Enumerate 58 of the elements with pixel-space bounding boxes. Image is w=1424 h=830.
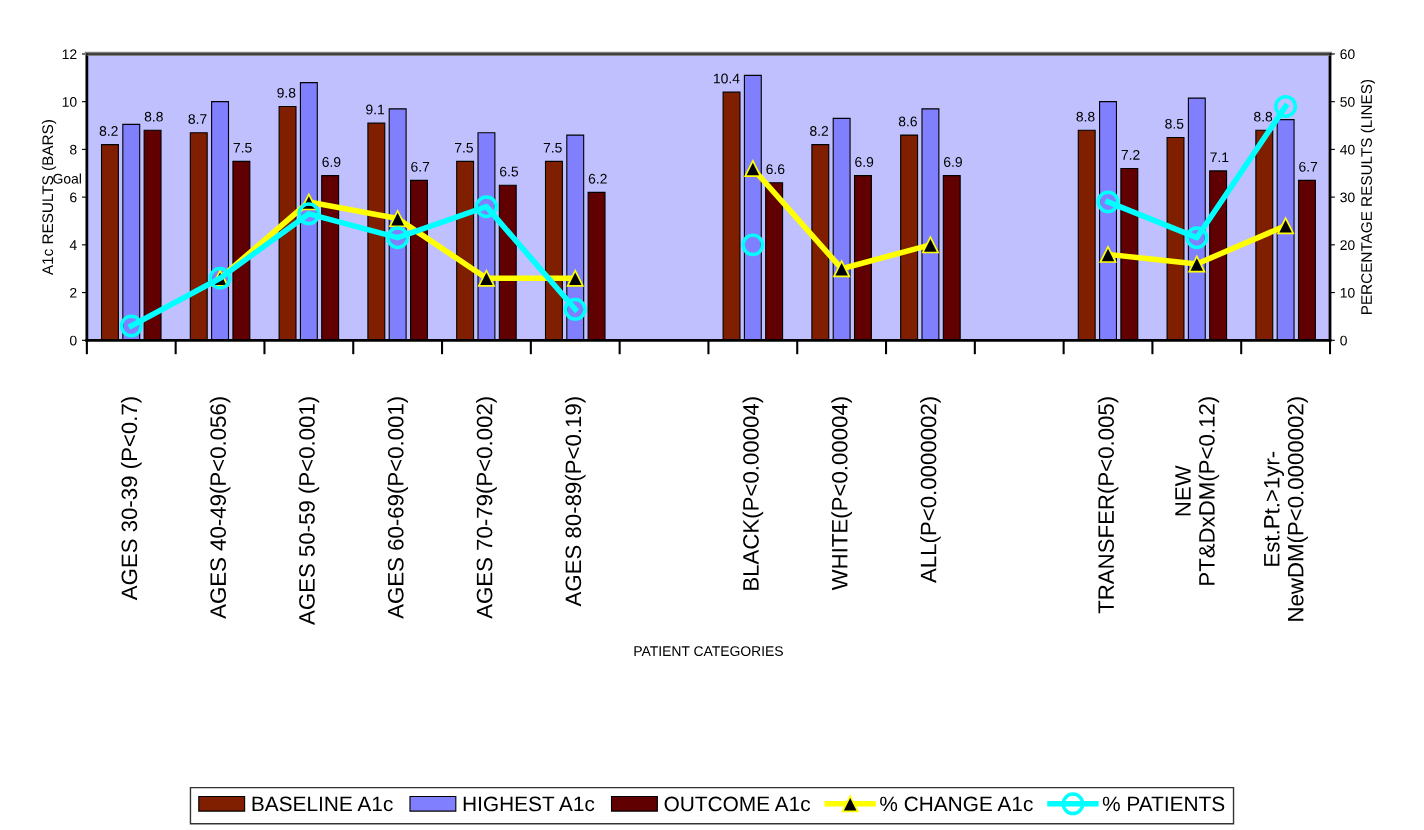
x-tick-label: WHITE(P<0.00004) [831,397,852,591]
y-tick-label: 10 [62,97,77,107]
x-tick-label: AGES 50-59 (P<0.001) [298,397,320,625]
x-tick-label: TRANSFER(P<0.005) [1097,397,1119,614]
data-label: 9.1 [366,104,385,115]
x-tick-label: AGES 40-49(P<0.056) [209,397,231,619]
data-label: 7.5 [233,142,252,153]
x-axis-title: PATIENT CATEGORIES [634,646,783,657]
data-label: 8.7 [188,114,207,124]
x-tick-label: AGES 70-79(P<0.002) [476,397,497,619]
data-label: 6.9 [944,157,962,167]
legend-label: % CHANGE A1c [880,796,1033,812]
data-label: 6.9 [855,157,874,167]
x-tick-label: BLACK(P<0.00004) [742,397,764,590]
data-label: 10.4 [713,73,740,84]
data-label: 7.1 [1210,152,1229,163]
data-label: 9.8 [277,87,296,98]
y-tick-label: 0 [69,335,77,346]
y2-tick-label: 40 [1340,144,1355,155]
y-tick-label: 6 [70,192,77,203]
data-label: 6.7 [1299,161,1318,172]
y2-axis-title: PERCENTAGE RESULTS (LINES) [1360,79,1375,315]
y2-tick-label: 10 [1340,287,1355,298]
data-label: 7.2 [1121,149,1140,160]
legend-label: HIGHEST A1c [463,796,595,812]
data-label: 8.8 [1076,111,1095,122]
data-label: 8.6 [898,116,917,127]
data-label: 6.6 [766,164,785,175]
y2-tick-label: 20 [1340,240,1355,251]
x-tick-label: AGES 30-39 (P<0.7) [120,397,142,601]
text: Goal [53,173,81,184]
y-tick-label: 4 [69,240,77,250]
x-tick-label: AGES 60-69(P<0.001) [387,397,408,619]
y2-tick-label: 30 [1340,192,1355,203]
y-tick-label: 2 [70,287,77,298]
data-label: 7.5 [454,142,473,153]
y2-tick-label: 0 [1340,335,1347,346]
data-label: 8.8 [1254,111,1273,122]
data-label: 8.5 [1165,118,1184,129]
y2-tick-label: 50 [1340,97,1355,107]
x-tick-label: NEW PT&DxDM(P<0.12) [1175,397,1220,585]
data-label: 6.7 [411,161,430,172]
data-label: 8.8 [144,111,163,122]
legend-label: OUTCOME A1c [664,796,811,812]
data-label: 8.2 [99,126,118,136]
y2-tick-label: 60 [1340,49,1355,60]
data-label: 6.9 [322,157,341,167]
data-label: 6.2 [588,173,607,184]
x-tick-label: ALL(P<0.0000002) [920,397,941,583]
y-tick-label: 12 [62,49,77,59]
legend-label: % PATIENTS [1102,796,1225,812]
x-tick-label: Est.Pt.>1yr- NewDM(P<0.0000002) [1264,397,1308,621]
data-label: 7.5 [543,142,562,153]
legend-label: BASELINE A1c [252,796,393,812]
data-label: 8.2 [810,126,829,136]
y-tick-label: 8 [70,144,77,155]
data-label: 6.5 [500,166,519,177]
x-tick-label: AGES 80-89(P<0.19) [564,397,586,607]
